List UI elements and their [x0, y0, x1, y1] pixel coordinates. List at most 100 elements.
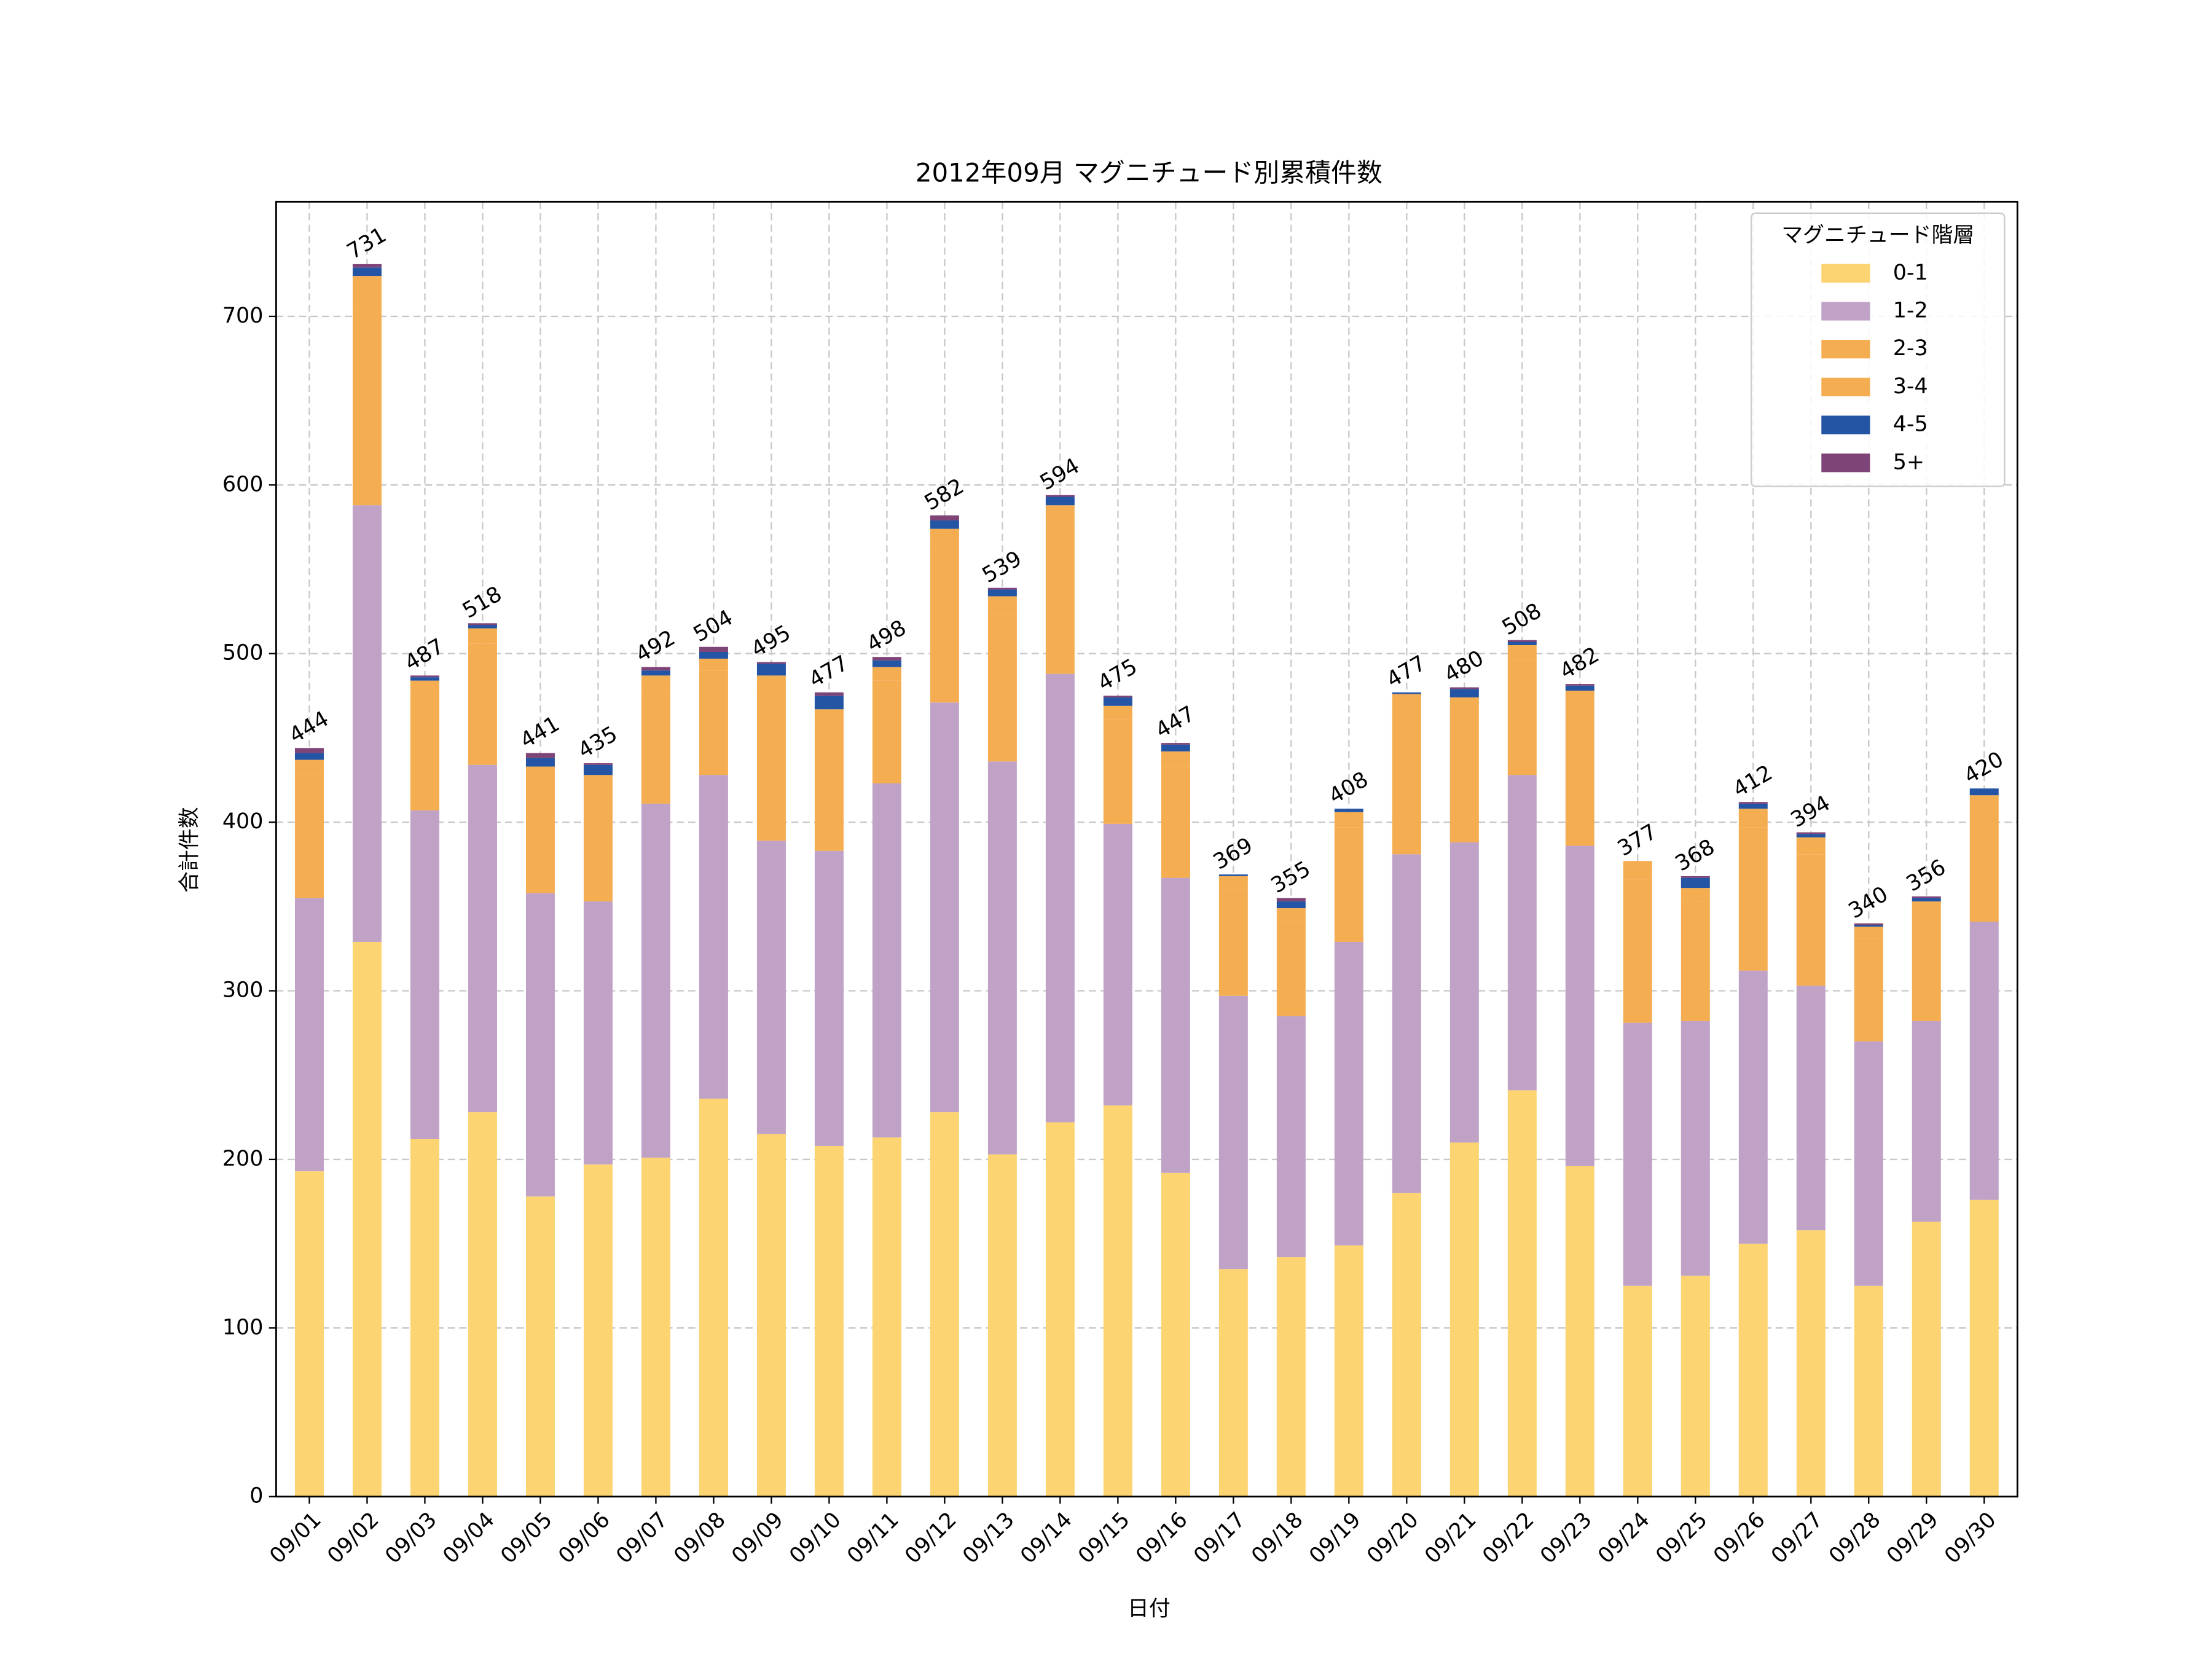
chart-title: 2012年09月 マグニチュード別累積件数 — [916, 158, 1382, 188]
bar-segment — [1392, 694, 1421, 712]
bar-segment — [1045, 505, 1075, 527]
bar-segment — [1738, 803, 1768, 809]
bar-segment — [352, 505, 382, 942]
bar-segment — [1507, 641, 1537, 645]
bar-segment — [1796, 854, 1826, 986]
bar-segment — [525, 893, 555, 1197]
bar-segment — [1161, 751, 1190, 767]
bar-segment — [583, 901, 613, 1165]
bar-segment — [756, 662, 786, 664]
bar-segment — [872, 660, 901, 667]
bar-segment — [814, 850, 844, 1146]
bar-segment — [1103, 1105, 1132, 1497]
bar-segment — [1854, 938, 1883, 1041]
bar-segment — [930, 702, 959, 1113]
bar-segment — [987, 1154, 1017, 1497]
bar-segment — [1507, 775, 1537, 1091]
bar-segment — [756, 675, 786, 694]
bar-segment — [987, 614, 1017, 762]
bar-segment — [1912, 898, 1941, 902]
bar-segment — [1623, 861, 1652, 880]
bar-segment — [410, 694, 439, 810]
bar-segment — [641, 670, 670, 676]
bar-segment — [1276, 920, 1306, 1016]
bar-segment — [1392, 854, 1421, 1193]
bar-segment — [1276, 901, 1306, 909]
bar-segment — [930, 515, 959, 520]
bar-segment — [872, 1137, 901, 1497]
bar-segment — [756, 664, 786, 676]
bar-segment — [583, 1164, 613, 1497]
legend-title: マグニチュード階層 — [1781, 223, 1974, 248]
bar-segment — [583, 790, 613, 902]
bar-segment — [583, 764, 613, 775]
bar-segment — [1218, 876, 1248, 888]
bar-segment — [1969, 922, 1999, 1200]
bar-segment — [525, 758, 555, 767]
bar-segment — [1681, 888, 1710, 902]
bar-segment — [756, 1134, 786, 1497]
bar-segment — [1681, 1021, 1710, 1276]
bar-segment — [468, 764, 497, 1113]
bar-segment — [1507, 660, 1537, 775]
bar-segment — [1161, 743, 1190, 745]
bar-segment — [987, 587, 1017, 590]
plot-frame — [275, 200, 2018, 1498]
bar-segment — [468, 625, 497, 629]
bar-segment — [1796, 986, 1826, 1231]
bar-segment — [1507, 640, 1537, 642]
bar-segment — [1449, 842, 1479, 1143]
legend-label: 5+ — [1893, 450, 1924, 474]
bar-segment — [1738, 809, 1768, 828]
bar-segment — [1565, 684, 1594, 686]
bar-segment — [1681, 876, 1710, 878]
bar-segment — [1507, 1090, 1537, 1497]
bar-segment — [1565, 691, 1594, 708]
bar-segment — [410, 680, 439, 694]
legend-swatch — [1821, 264, 1870, 283]
bar-segment — [1103, 823, 1132, 1106]
legend-label: 3-4 — [1893, 374, 1928, 399]
bar-segment — [1912, 1021, 1941, 1222]
bar-segment — [1449, 697, 1479, 715]
bar-segment — [1449, 714, 1479, 843]
bar-segment — [468, 623, 497, 626]
bar-segment — [1623, 879, 1652, 1023]
bar-segment — [294, 898, 324, 1172]
bar-segment — [1218, 1269, 1248, 1497]
bar-segment — [1854, 1041, 1883, 1286]
bar-segment — [1218, 874, 1248, 876]
bar-segment — [410, 675, 439, 678]
bar-segment — [1334, 809, 1363, 812]
bar-segment — [1623, 1022, 1652, 1286]
bar-segment — [1681, 901, 1710, 1021]
bar-segment — [1334, 827, 1363, 942]
y-tick-label: 700 — [222, 304, 264, 328]
bar-segment — [814, 696, 844, 710]
bar-segment — [1392, 692, 1421, 694]
bar-segment — [1334, 941, 1363, 1245]
x-axis-label: 日付 — [1128, 1597, 1171, 1622]
bar-segment — [930, 1112, 959, 1497]
bar-segment — [1796, 1230, 1826, 1497]
bar-segment — [641, 689, 670, 804]
y-tick-label: 500 — [222, 641, 264, 665]
bar-segment — [583, 763, 613, 765]
bar-segment — [468, 643, 497, 765]
bar-segment — [699, 658, 728, 671]
legend-box — [1751, 212, 2006, 487]
bar-segment — [699, 775, 728, 1099]
bar-segment — [294, 753, 324, 760]
bar-segment — [1334, 1245, 1363, 1497]
legend-swatch — [1821, 453, 1870, 473]
bar-segment — [872, 657, 901, 661]
bar-segment — [352, 276, 382, 307]
bar-segment — [1161, 766, 1190, 878]
bar-segment — [1045, 527, 1075, 674]
bar-segment — [1738, 970, 1768, 1244]
y-axis-label: 合計件数 — [178, 807, 202, 893]
bar-segment — [872, 783, 901, 1138]
bar-segment — [1276, 908, 1306, 920]
bar-segment — [1854, 923, 1883, 925]
